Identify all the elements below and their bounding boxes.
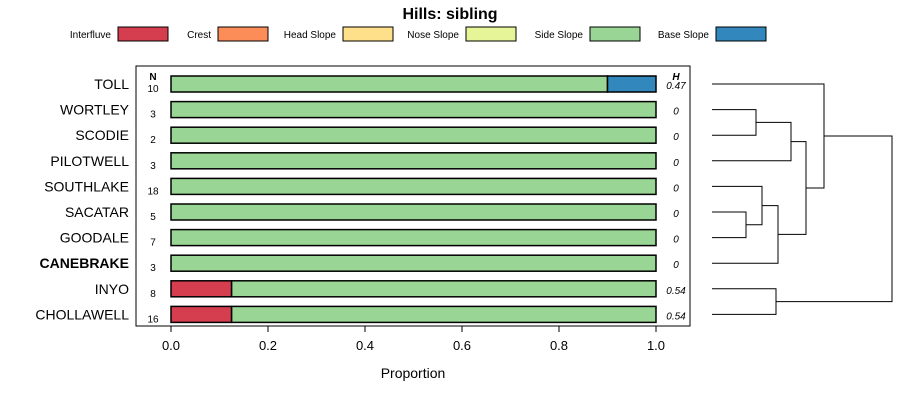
row-h: 0 bbox=[673, 158, 679, 169]
bar-segment bbox=[230, 305, 657, 324]
bar-row: INYO 8 0.54 bbox=[95, 280, 686, 300]
bar-segment bbox=[170, 177, 657, 196]
bar-row: GOODALE 7 0 bbox=[60, 228, 679, 249]
bar-segment bbox=[230, 280, 657, 298]
row-h: 0 bbox=[673, 209, 679, 220]
x-tick-label: 1.0 bbox=[647, 338, 665, 353]
chart-title: Hills: sibling bbox=[402, 6, 497, 23]
row-n: 3 bbox=[150, 110, 156, 121]
dendrogram-link bbox=[778, 141, 807, 235]
legend-label: Crest bbox=[187, 30, 211, 41]
legend-label: Base Slope bbox=[658, 30, 710, 41]
x-axis-title: Proportion bbox=[381, 365, 446, 381]
row-label: GOODALE bbox=[60, 230, 129, 246]
bar-segment bbox=[170, 280, 233, 298]
dendrogram-link bbox=[712, 288, 777, 315]
x-tick-label: 0.8 bbox=[550, 338, 568, 353]
legend-label: Head Slope bbox=[284, 30, 337, 41]
bar-row: PILOTWELL 3 0 bbox=[50, 152, 679, 172]
row-h: 0.54 bbox=[666, 286, 686, 297]
bar-row: SCODIE 2 0 bbox=[75, 126, 679, 146]
dendrogram-link bbox=[712, 211, 747, 239]
bar-segment bbox=[170, 152, 657, 170]
legend-swatch bbox=[465, 26, 517, 42]
row-label: INYO bbox=[95, 281, 129, 297]
bar-row: TOLL 10 0.47 bbox=[94, 75, 686, 95]
legend-label: Nose Slope bbox=[407, 30, 459, 41]
row-h: 0 bbox=[673, 107, 679, 118]
bar-segment bbox=[170, 305, 233, 324]
h-column-header: H bbox=[672, 72, 680, 83]
bar-row: SOUTHLAKE 18 0 bbox=[44, 177, 679, 197]
x-tick-label: 0.4 bbox=[356, 338, 374, 353]
row-label: SCODIE bbox=[75, 127, 129, 143]
row-n: 16 bbox=[147, 314, 159, 325]
row-h: 0.47 bbox=[666, 81, 686, 92]
row-n: 3 bbox=[150, 161, 156, 172]
bar-row: SACATAR 5 0 bbox=[65, 203, 679, 223]
dendrogram-link bbox=[712, 83, 825, 189]
dendrogram-link bbox=[712, 121, 792, 162]
x-axis: 0.0 0.2 0.4 0.6 0.8 1.0 bbox=[162, 326, 665, 353]
row-n: 10 bbox=[147, 84, 159, 95]
x-tick-label: 0.2 bbox=[259, 338, 277, 353]
legend-swatch bbox=[342, 26, 394, 42]
row-h: 0 bbox=[673, 183, 679, 194]
row-label: CANEBRAKE bbox=[40, 255, 129, 271]
row-label: SACATAR bbox=[65, 204, 129, 220]
bar-row: CANEBRAKE 3 0 bbox=[40, 254, 679, 274]
row-h: 0.54 bbox=[666, 311, 686, 322]
dendrogram-link bbox=[712, 185, 763, 226]
legend-label: Side Slope bbox=[535, 30, 584, 41]
bar-segment bbox=[170, 254, 657, 272]
legend-swatch bbox=[715, 26, 767, 42]
row-h: 0 bbox=[673, 235, 679, 246]
legend-swatch bbox=[117, 26, 169, 42]
legend-swatch bbox=[589, 26, 641, 42]
row-label: WORTLEY bbox=[60, 102, 130, 118]
legend-swatch bbox=[217, 26, 269, 42]
dendrogram bbox=[712, 83, 893, 315]
row-n: 8 bbox=[150, 289, 156, 300]
bar-segment bbox=[170, 203, 657, 221]
bar-row: WORTLEY 3 0 bbox=[60, 100, 679, 121]
row-label: CHOLLAWELL bbox=[35, 306, 129, 322]
row-n: 3 bbox=[150, 263, 156, 274]
n-column-header: N bbox=[149, 72, 156, 83]
bar-segment bbox=[606, 75, 657, 93]
row-label: TOLL bbox=[94, 76, 129, 92]
x-tick-label: 0.6 bbox=[453, 338, 471, 353]
row-n: 18 bbox=[147, 186, 159, 197]
row-label: SOUTHLAKE bbox=[44, 178, 129, 194]
dendrogram-link bbox=[712, 205, 779, 264]
plot-frame bbox=[135, 65, 691, 327]
row-n: 2 bbox=[150, 135, 156, 146]
bar-row: CHOLLAWELL 16 0.54 bbox=[35, 305, 686, 325]
row-label: PILOTWELL bbox=[50, 153, 129, 169]
row-n: 7 bbox=[150, 238, 156, 249]
dendrogram-link bbox=[776, 135, 893, 303]
x-tick-label: 0.0 bbox=[162, 338, 180, 353]
row-h: 0 bbox=[673, 260, 679, 271]
bar-segment bbox=[170, 100, 657, 119]
bar-segment bbox=[170, 228, 657, 247]
legend: Interfluve Crest Head Slope Nose Slope Side … bbox=[70, 26, 767, 42]
bar-segment bbox=[170, 75, 609, 93]
row-h: 0 bbox=[673, 132, 679, 143]
bar-segment bbox=[170, 126, 657, 144]
row-n: 5 bbox=[150, 212, 156, 223]
legend-label: Interfluve bbox=[70, 30, 112, 41]
dendrogram-link bbox=[712, 109, 757, 136]
